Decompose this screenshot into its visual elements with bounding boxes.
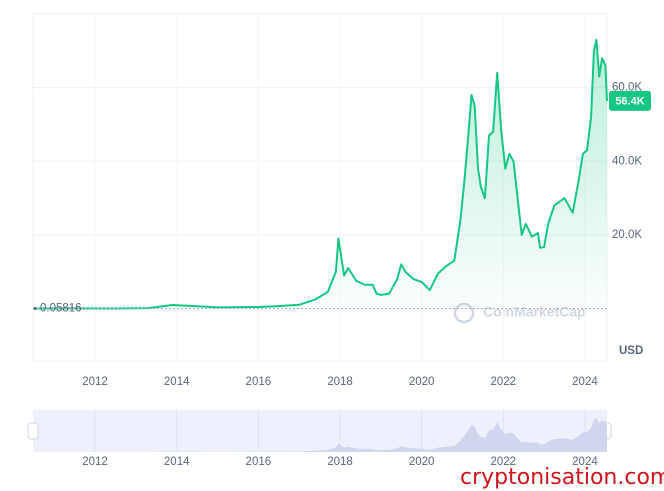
x-tick-label: 2016 [246,376,272,388]
navigator-tick-label: 2022 [491,456,517,468]
price-line [35,38,608,310]
current-price-badge [609,90,651,111]
navigator-tick-label: 2014 [164,456,190,468]
site-watermark: cryptonisation.com [460,465,664,490]
start-price-dot [33,306,37,310]
navigator-handle-left[interactable] [27,422,39,440]
x-tick-label: 2022 [491,376,517,388]
start-price-label: 0.05816 [40,303,82,315]
navigator-area [35,418,608,452]
x-tick-label: 2020 [409,376,435,388]
x-tick-label: 2014 [164,376,190,388]
navigator-tick-label: 2018 [327,456,353,468]
navigator-tick-label: 2020 [409,456,435,468]
y-tick-label: 60.0K [612,82,642,94]
y-tick-label: 40.0K [612,155,642,167]
navigator-tick-label: 2012 [82,456,108,468]
current-price-label: 56.4K [615,95,644,107]
currency-label: USD [619,345,643,357]
area-fill [35,39,608,309]
navigator-tick-label: 2024 [572,456,598,468]
y-tick-label: 20.0K [612,229,642,241]
x-tick-label: 2024 [572,376,598,388]
x-tick-label: 2018 [327,376,353,388]
x-tick-label: 2012 [82,376,108,388]
navigator-tick-label: 2016 [246,456,272,468]
